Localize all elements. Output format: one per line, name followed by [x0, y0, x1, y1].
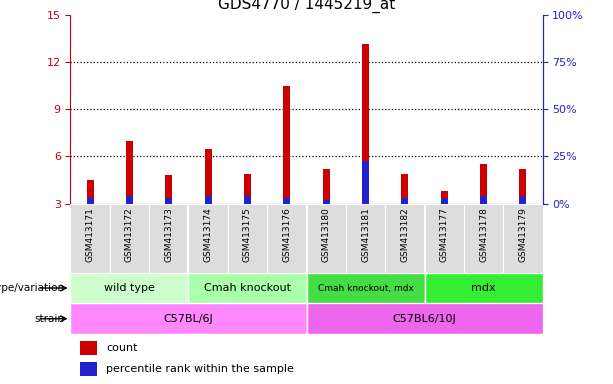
- Text: GSM413182: GSM413182: [400, 207, 409, 262]
- Bar: [424, 273, 543, 303]
- Bar: [244, 196, 251, 204]
- Bar: [166, 175, 172, 204]
- Bar: [362, 44, 369, 204]
- Bar: [480, 196, 487, 204]
- Bar: [519, 196, 527, 204]
- Bar: [205, 196, 211, 204]
- Text: percentile rank within the sample: percentile rank within the sample: [107, 364, 294, 374]
- Bar: [126, 196, 133, 204]
- Bar: [385, 204, 424, 273]
- Bar: [86, 198, 94, 204]
- Text: strain: strain: [34, 314, 64, 324]
- Bar: [189, 204, 228, 273]
- Bar: [402, 198, 408, 204]
- Bar: [149, 204, 189, 273]
- Bar: [205, 149, 211, 204]
- Text: GSM413175: GSM413175: [243, 207, 252, 262]
- Text: GSM413177: GSM413177: [440, 207, 449, 262]
- Bar: [283, 198, 291, 204]
- Bar: [306, 204, 346, 273]
- Text: GSM413176: GSM413176: [283, 207, 291, 262]
- Text: GSM413174: GSM413174: [204, 207, 213, 262]
- Text: C57BL6/10J: C57BL6/10J: [393, 314, 456, 324]
- Bar: [283, 86, 291, 204]
- Bar: [480, 164, 487, 204]
- Bar: [306, 303, 543, 334]
- Bar: [322, 200, 330, 204]
- Bar: [267, 204, 306, 273]
- Text: GSM413180: GSM413180: [322, 207, 330, 262]
- Text: Cmah knockout, mdx: Cmah knockout, mdx: [318, 283, 413, 293]
- Bar: [80, 362, 97, 376]
- Bar: [519, 169, 527, 204]
- Bar: [503, 204, 543, 273]
- Bar: [362, 161, 369, 204]
- Bar: [244, 174, 251, 204]
- Bar: [70, 303, 306, 334]
- Text: mdx: mdx: [471, 283, 496, 293]
- Bar: [424, 204, 464, 273]
- Bar: [110, 204, 149, 273]
- Bar: [228, 204, 267, 273]
- Text: wild type: wild type: [104, 283, 155, 293]
- Bar: [464, 204, 503, 273]
- Bar: [346, 204, 385, 273]
- Text: C57BL/6J: C57BL/6J: [164, 314, 213, 324]
- Text: Cmah knockout: Cmah knockout: [204, 283, 291, 293]
- Title: GDS4770 / 1445219_at: GDS4770 / 1445219_at: [218, 0, 395, 13]
- Text: genotype/variation: genotype/variation: [0, 283, 64, 293]
- Text: GSM413172: GSM413172: [125, 207, 134, 262]
- Text: count: count: [107, 343, 138, 353]
- Bar: [80, 341, 97, 355]
- Text: GSM413179: GSM413179: [519, 207, 527, 262]
- Bar: [70, 273, 189, 303]
- Bar: [402, 174, 408, 204]
- Text: GSM413178: GSM413178: [479, 207, 488, 262]
- Text: GSM413171: GSM413171: [86, 207, 94, 262]
- Bar: [441, 198, 447, 204]
- Bar: [322, 169, 330, 204]
- Bar: [166, 198, 172, 204]
- Bar: [70, 204, 110, 273]
- Bar: [441, 191, 447, 204]
- Text: GSM413181: GSM413181: [361, 207, 370, 262]
- Text: GSM413173: GSM413173: [164, 207, 173, 262]
- Bar: [126, 141, 133, 204]
- Bar: [86, 180, 94, 204]
- Bar: [306, 273, 424, 303]
- Bar: [189, 273, 306, 303]
